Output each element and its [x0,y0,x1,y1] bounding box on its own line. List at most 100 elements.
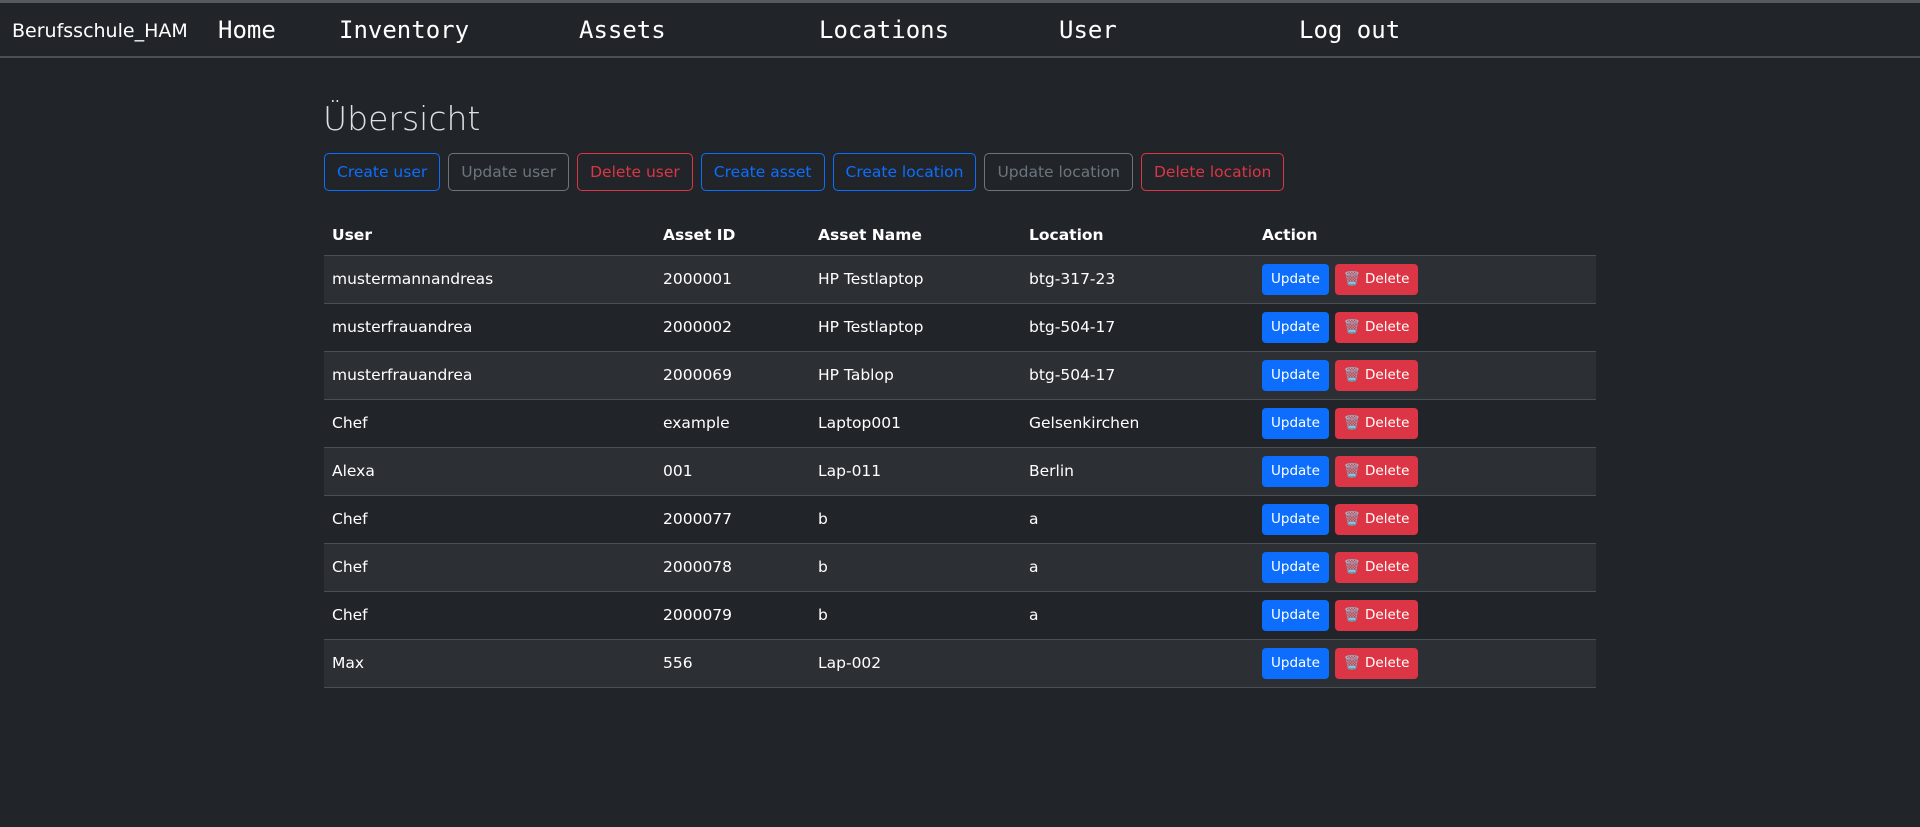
cell-action: Update 🗑️ Delete [1254,591,1596,640]
update-label: Update [1271,607,1320,623]
table-row: musterfrauandrea 2000069 HP Tablop btg-504-… [324,351,1596,400]
update-button[interactable]: Update [1262,551,1329,583]
cell-action: Update 🗑️ Delete [1254,399,1596,448]
create-location-button[interactable]: Create location [832,153,977,191]
cell-user: Alexa [324,447,655,496]
window-top-border [0,0,1920,3]
update-button[interactable]: Update [1262,647,1329,679]
delete-label: Delete [1365,415,1410,431]
update-button[interactable]: Update [1262,503,1329,535]
delete-label: Delete [1365,463,1410,479]
cell-location: btg-504-17 [1021,303,1254,352]
delete-button[interactable]: 🗑️ Delete [1334,407,1419,439]
create-user-button[interactable]: Create user [324,153,441,191]
cell-user: Chef [324,495,655,544]
cell-asset-id: 2000078 [655,543,810,592]
delete-button[interactable]: 🗑️ Delete [1334,359,1419,391]
update-label: Update [1271,319,1320,335]
cell-location [1021,639,1254,688]
nav-inventory[interactable]: Inventory [339,16,470,44]
delete-button[interactable]: 🗑️ Delete [1334,263,1419,295]
update-label: Update [1271,415,1320,431]
delete-button[interactable]: 🗑️ Delete [1334,455,1419,487]
wastebasket-icon: 🗑️ [1343,415,1361,431]
update-button[interactable]: Update [1262,359,1329,391]
cell-asset-name: b [810,591,1021,640]
delete-label: Delete [1365,271,1410,287]
create-asset-button[interactable]: Create asset [700,153,825,191]
action-buttons: Create user Update user Delete user Create … [324,153,1285,191]
cell-location: btg-504-17 [1021,351,1254,400]
table-row: Chef 2000079 b a Update 🗑️ Delete [324,591,1596,640]
cell-action: Update 🗑️ Delete [1254,495,1596,544]
cell-location: Berlin [1021,447,1254,496]
cell-asset-name: Lap-011 [810,447,1021,496]
delete-location-button[interactable]: Delete location [1141,153,1285,191]
update-label: Update [1271,655,1320,671]
update-label: Update [1271,511,1320,527]
table-row: musterfrauandrea 2000002 HP Testlaptop btg-… [324,303,1596,352]
delete-button[interactable]: 🗑️ Delete [1334,647,1419,679]
nav-home[interactable]: Home [218,16,276,44]
update-button[interactable]: Update [1262,455,1329,487]
cell-user: Max [324,639,655,688]
nav-assets[interactable]: Assets [579,16,666,44]
cell-asset-name: b [810,495,1021,544]
table-row: Chef example Laptop001 Gelsenkirchen Update 🗑… [324,399,1596,448]
cell-action: Update 🗑️ Delete [1254,255,1596,304]
update-button[interactable]: Update [1262,311,1329,343]
delete-button[interactable]: 🗑️ Delete [1334,503,1419,535]
table-row: Chef 2000078 b a Update 🗑️ Delete [324,543,1596,592]
update-label: Update [1271,559,1320,575]
cell-action: Update 🗑️ Delete [1254,639,1596,688]
update-button[interactable]: Update [1262,599,1329,631]
delete-label: Delete [1365,511,1410,527]
cell-asset-name: Laptop001 [810,399,1021,448]
cell-asset-id: 2000079 [655,591,810,640]
update-user-button[interactable]: Update user [448,153,570,191]
nav-user[interactable]: User [1059,16,1117,44]
assets-table: User Asset ID Asset Name Location Action… [324,216,1596,688]
table-row: Alexa 001 Lap-011 Berlin Update 🗑️ Delete [324,447,1596,496]
cell-asset-name: HP Tablop [810,351,1021,400]
brand[interactable]: Berufsschule_HAM [12,20,188,42]
update-button[interactable]: Update [1262,263,1329,295]
cell-asset-name: Lap-002 [810,639,1021,688]
update-label: Update [1271,271,1320,287]
cell-asset-name: HP Testlaptop [810,303,1021,352]
cell-action: Update 🗑️ Delete [1254,447,1596,496]
cell-location: a [1021,495,1254,544]
table-row: Max 556 Lap-002 Update 🗑️ Delete [324,639,1596,688]
update-location-button[interactable]: Update location [984,153,1133,191]
cell-location: Gelsenkirchen [1021,399,1254,448]
nav-logout[interactable]: Log out [1299,16,1401,44]
delete-button[interactable]: 🗑️ Delete [1334,311,1419,343]
cell-location: btg-317-23 [1021,255,1254,304]
delete-user-button[interactable]: Delete user [577,153,693,191]
cell-user: mustermannandreas [324,255,655,304]
nav-locations[interactable]: Locations [819,16,950,44]
wastebasket-icon: 🗑️ [1343,463,1361,479]
table-header-row: User Asset ID Asset Name Location Action [324,216,1596,256]
cell-action: Update 🗑️ Delete [1254,543,1596,592]
cell-asset-id: 2000001 [655,255,810,304]
delete-button[interactable]: 🗑️ Delete [1334,599,1419,631]
cell-location: a [1021,591,1254,640]
cell-user: Chef [324,543,655,592]
update-label: Update [1271,463,1320,479]
update-button[interactable]: Update [1262,407,1329,439]
cell-location: a [1021,543,1254,592]
delete-button[interactable]: 🗑️ Delete [1334,551,1419,583]
header-user: User [324,216,655,256]
cell-user: Chef [324,591,655,640]
wastebasket-icon: 🗑️ [1343,511,1361,527]
cell-user: musterfrauandrea [324,303,655,352]
delete-label: Delete [1365,319,1410,335]
table-row: mustermannandreas 2000001 HP Testlaptop btg… [324,255,1596,304]
wastebasket-icon: 🗑️ [1343,559,1361,575]
cell-asset-id: 001 [655,447,810,496]
wastebasket-icon: 🗑️ [1343,271,1361,287]
cell-user: Chef [324,399,655,448]
cell-asset-id: 2000069 [655,351,810,400]
cell-asset-id: 2000002 [655,303,810,352]
